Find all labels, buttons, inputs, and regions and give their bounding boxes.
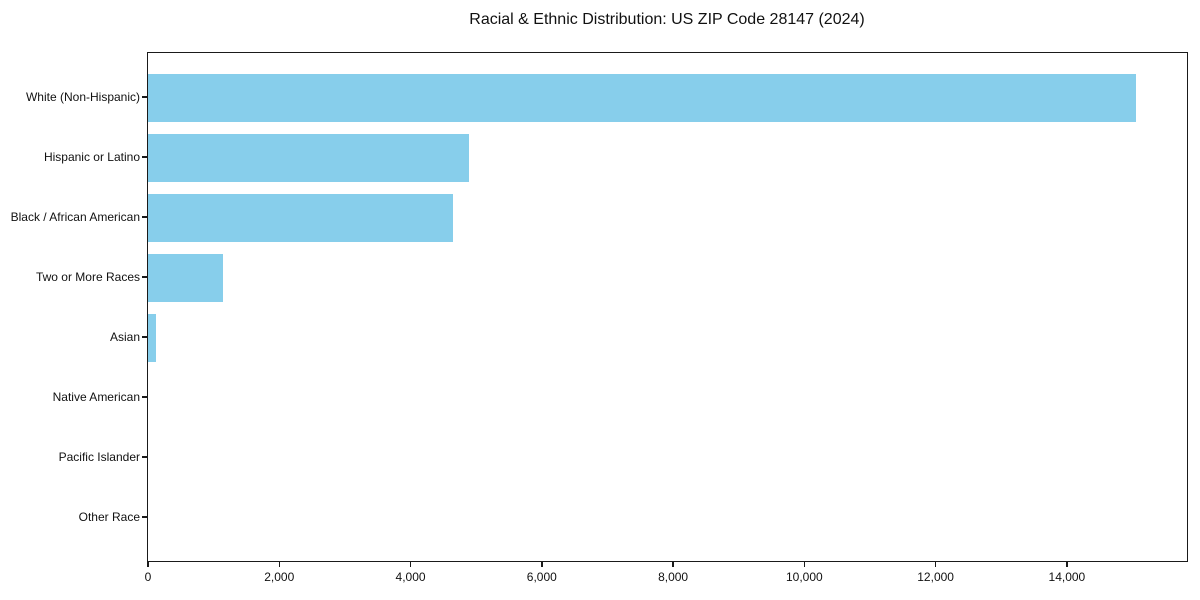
x-tick-label: 4,000: [395, 570, 426, 584]
y-tick-mark: [142, 276, 147, 278]
x-tick-mark: [541, 562, 543, 567]
x-tick-mark: [1066, 562, 1068, 567]
y-tick-mark: [142, 336, 147, 338]
y-tick-mark: [142, 216, 147, 218]
bar-black-african-american: [148, 194, 454, 242]
bar-white-non-hispanic-: [148, 74, 1137, 122]
y-tick-label: Native American: [52, 389, 140, 404]
y-tick-mark: [142, 96, 147, 98]
x-tick-label: 10,000: [785, 570, 823, 584]
y-tick-label: Asian: [109, 329, 140, 344]
x-tick-mark: [672, 562, 674, 567]
bars-layer: [148, 53, 1187, 561]
x-tick-mark: [803, 562, 806, 567]
x-tick-mark: [409, 562, 412, 567]
bar-asian: [148, 314, 156, 362]
y-tick-label: Hispanic or Latino: [43, 149, 140, 164]
x-tick-mark: [934, 562, 937, 567]
bar-hispanic-or-latino: [148, 134, 469, 182]
x-tick-label: 2,000: [264, 570, 295, 584]
y-tick-mark: [142, 156, 147, 158]
x-tick-mark: [147, 562, 149, 567]
x-tick-label: 8,000: [658, 570, 689, 584]
plot-area: [147, 52, 1188, 562]
x-tick-label: 14,000: [1048, 570, 1086, 584]
y-tick-label: Two or More Races: [35, 269, 140, 284]
y-tick-mark: [142, 456, 147, 458]
y-tick-label: Black / African American: [10, 209, 140, 224]
y-tick-label: White (Non-Hispanic): [25, 89, 140, 104]
x-tick-label: 12,000: [917, 570, 954, 584]
chart-title: Racial & Ethnic Distribution: US ZIP Cod…: [469, 11, 865, 28]
y-tick-mark: [142, 396, 147, 398]
y-tick-label: Other Race: [78, 509, 140, 524]
bar-two-or-more-races: [148, 254, 223, 302]
x-tick-label: 6,000: [526, 570, 557, 584]
x-tick-mark: [278, 562, 281, 567]
y-tick-label: Pacific Islander: [58, 449, 140, 464]
y-tick-mark: [142, 516, 147, 518]
x-tick-label: 0: [144, 570, 152, 584]
